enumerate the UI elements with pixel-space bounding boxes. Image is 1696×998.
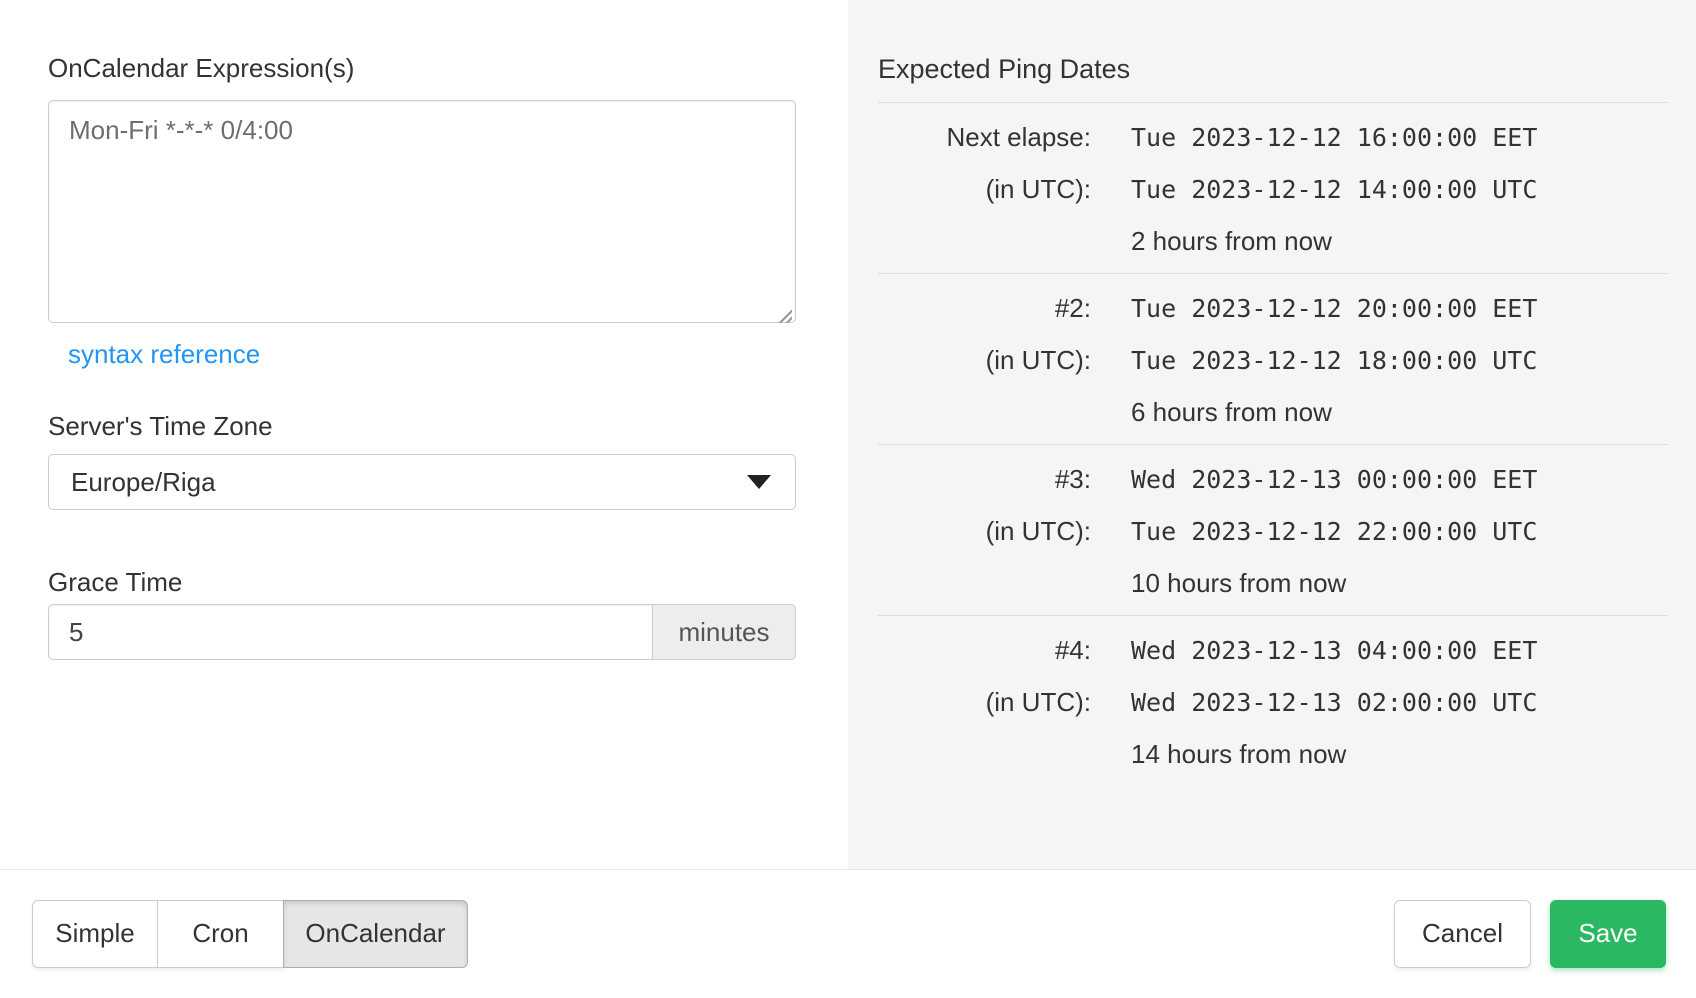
ping-local-datetime: Tue 2023-12-12 20:00:00 EET: [1131, 293, 1538, 323]
oncalendar-expression-input[interactable]: Mon-Fri *-*-* 0/4:00: [48, 100, 796, 323]
ping-relative-time: 2 hours from now: [1131, 225, 1332, 256]
schedule-type-tabs: Simple Cron OnCalendar: [32, 899, 468, 968]
ping-local-datetime: Wed 2023-12-13 04:00:00 EET: [1131, 635, 1538, 665]
timezone-selected-value: Europe/Riga: [71, 466, 216, 497]
dialog-footer: Simple Cron OnCalendar Cancel Save: [0, 869, 1696, 997]
ping-local-datetime: Wed 2023-12-13 00:00:00 EET: [1131, 464, 1538, 494]
ping-row-label: #2:: [1054, 292, 1091, 323]
ping-utc-label: (in UTC):: [985, 515, 1091, 546]
grace-time-unit-addon: minutes: [652, 604, 796, 660]
ping-utc-label: (in UTC):: [985, 344, 1091, 375]
ping-utc-datetime: Wed 2023-12-13 02:00:00 UTC: [1131, 687, 1538, 717]
ping-utc-datetime: Tue 2023-12-12 14:00:00 UTC: [1131, 174, 1538, 204]
divider: [878, 102, 1668, 103]
ping-local-datetime: Tue 2023-12-12 16:00:00 EET: [1131, 122, 1538, 152]
ping-row-label: Next elapse:: [946, 121, 1091, 152]
ping-row-label: #4:: [1054, 634, 1091, 665]
ping-utc-label: (in UTC):: [985, 686, 1091, 717]
oncalendar-expressions-label: OnCalendar Expression(s): [48, 53, 355, 83]
ping-utc-label: (in UTC):: [985, 173, 1091, 204]
tab-cron[interactable]: Cron: [157, 899, 284, 968]
grace-time-input-group: minutes: [48, 604, 796, 660]
timezone-select[interactable]: Europe/Riga: [48, 454, 796, 510]
ping-relative-time: 10 hours from now: [1131, 567, 1347, 598]
cancel-button[interactable]: Cancel: [1394, 899, 1531, 968]
chevron-down-icon: [747, 475, 771, 489]
tab-oncalendar[interactable]: OnCalendar: [283, 899, 468, 968]
grace-time-input[interactable]: [48, 604, 652, 660]
tab-simple[interactable]: Simple: [32, 899, 158, 968]
syntax-reference-link[interactable]: syntax reference: [68, 339, 261, 369]
expected-ping-dates-title: Expected Ping Dates: [878, 54, 1131, 84]
ping-utc-datetime: Tue 2023-12-12 22:00:00 UTC: [1131, 516, 1538, 546]
ping-relative-time: 14 hours from now: [1131, 738, 1347, 769]
oncalendar-textarea-wrap: Mon-Fri *-*-* 0/4:00: [48, 100, 796, 328]
ping-relative-time: 6 hours from now: [1131, 396, 1332, 427]
expected-ping-dates-panel: Expected Ping Dates Next elapse: Tue 202…: [848, 0, 1696, 869]
grace-time-label: Grace Time: [48, 567, 183, 597]
ping-row-4: #4: Wed 2023-12-13 04:00:00 EET (in UTC)…: [878, 616, 1668, 786]
ping-row-3: #3: Wed 2023-12-13 00:00:00 EET (in UTC)…: [878, 445, 1668, 616]
ping-row-label: #3:: [1054, 463, 1091, 494]
schedule-form: OnCalendar Expression(s) Mon-Fri *-*-* 0…: [0, 0, 848, 869]
ping-utc-datetime: Tue 2023-12-12 18:00:00 UTC: [1131, 345, 1538, 375]
timezone-label: Server's Time Zone: [48, 411, 273, 441]
save-button[interactable]: Save: [1550, 899, 1666, 968]
ping-row-2: #2: Tue 2023-12-12 20:00:00 EET (in UTC)…: [878, 274, 1668, 445]
dialog-body: OnCalendar Expression(s) Mon-Fri *-*-* 0…: [0, 0, 1696, 869]
ping-row-1: Next elapse: Tue 2023-12-12 16:00:00 EET…: [878, 103, 1668, 274]
